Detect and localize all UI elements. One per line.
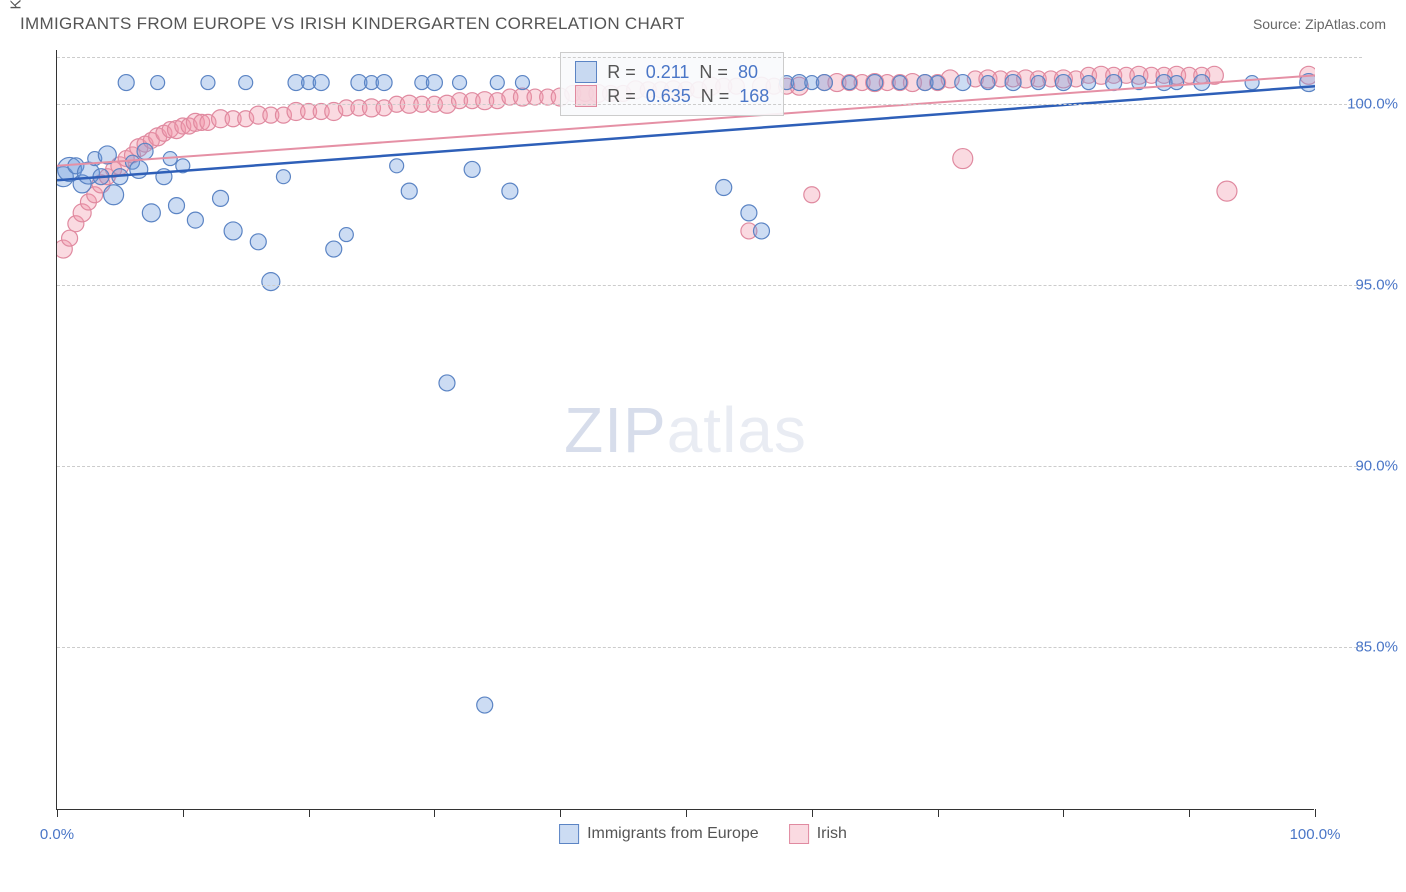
- gridline-h: [57, 466, 1362, 467]
- chart-source: Source: ZipAtlas.com: [1253, 16, 1386, 32]
- series2-swatch-bottom: [789, 824, 809, 844]
- scatter-svg: [57, 50, 1315, 810]
- x-tick: [938, 809, 939, 817]
- chart-title: IMMIGRANTS FROM EUROPE VS IRISH KINDERGA…: [20, 14, 685, 34]
- gridline-h: [57, 285, 1362, 286]
- series1-swatch: [575, 61, 597, 83]
- n-label-1: N =: [699, 62, 728, 83]
- x-tick-label: 100.0%: [1290, 826, 1341, 843]
- x-tick: [686, 809, 687, 817]
- legend-item-1: Immigrants from Europe: [559, 824, 759, 844]
- stats-box: R = 0.211 N = 80 R = 0.635 N = 168: [560, 52, 784, 116]
- legend-item-2: Irish: [789, 824, 847, 844]
- series2-label: Irish: [817, 825, 847, 843]
- y-tick-label: 90.0%: [1355, 458, 1398, 475]
- gridline-h: [57, 647, 1362, 648]
- gridline-h: [57, 57, 1362, 58]
- x-tick: [1315, 809, 1316, 817]
- stats-row-1: R = 0.211 N = 80: [575, 61, 769, 83]
- x-tick: [57, 809, 58, 817]
- y-tick-label: 100.0%: [1347, 96, 1398, 113]
- x-tick: [1063, 809, 1064, 817]
- y-tick-label: 95.0%: [1355, 277, 1398, 294]
- x-tick: [1189, 809, 1190, 817]
- plot-region: ZIPatlas R = 0.211 N = 80 R = 0.635 N = …: [56, 50, 1314, 810]
- x-tick: [183, 809, 184, 817]
- y-axis-label: Kindergarten: [8, 0, 25, 10]
- r-label-1: R =: [607, 62, 636, 83]
- x-tick: [434, 809, 435, 817]
- gridline-h: [57, 104, 1362, 105]
- x-tick: [812, 809, 813, 817]
- x-tick-label: 0.0%: [40, 826, 74, 843]
- y-tick-label: 85.0%: [1355, 639, 1398, 656]
- series1-swatch-bottom: [559, 824, 579, 844]
- bottom-legend: Immigrants from Europe Irish: [559, 824, 847, 844]
- r-value-1: 0.211: [646, 62, 690, 83]
- series1-label: Immigrants from Europe: [587, 825, 759, 843]
- x-tick: [560, 809, 561, 817]
- n-value-1: 80: [738, 62, 758, 83]
- x-tick: [309, 809, 310, 817]
